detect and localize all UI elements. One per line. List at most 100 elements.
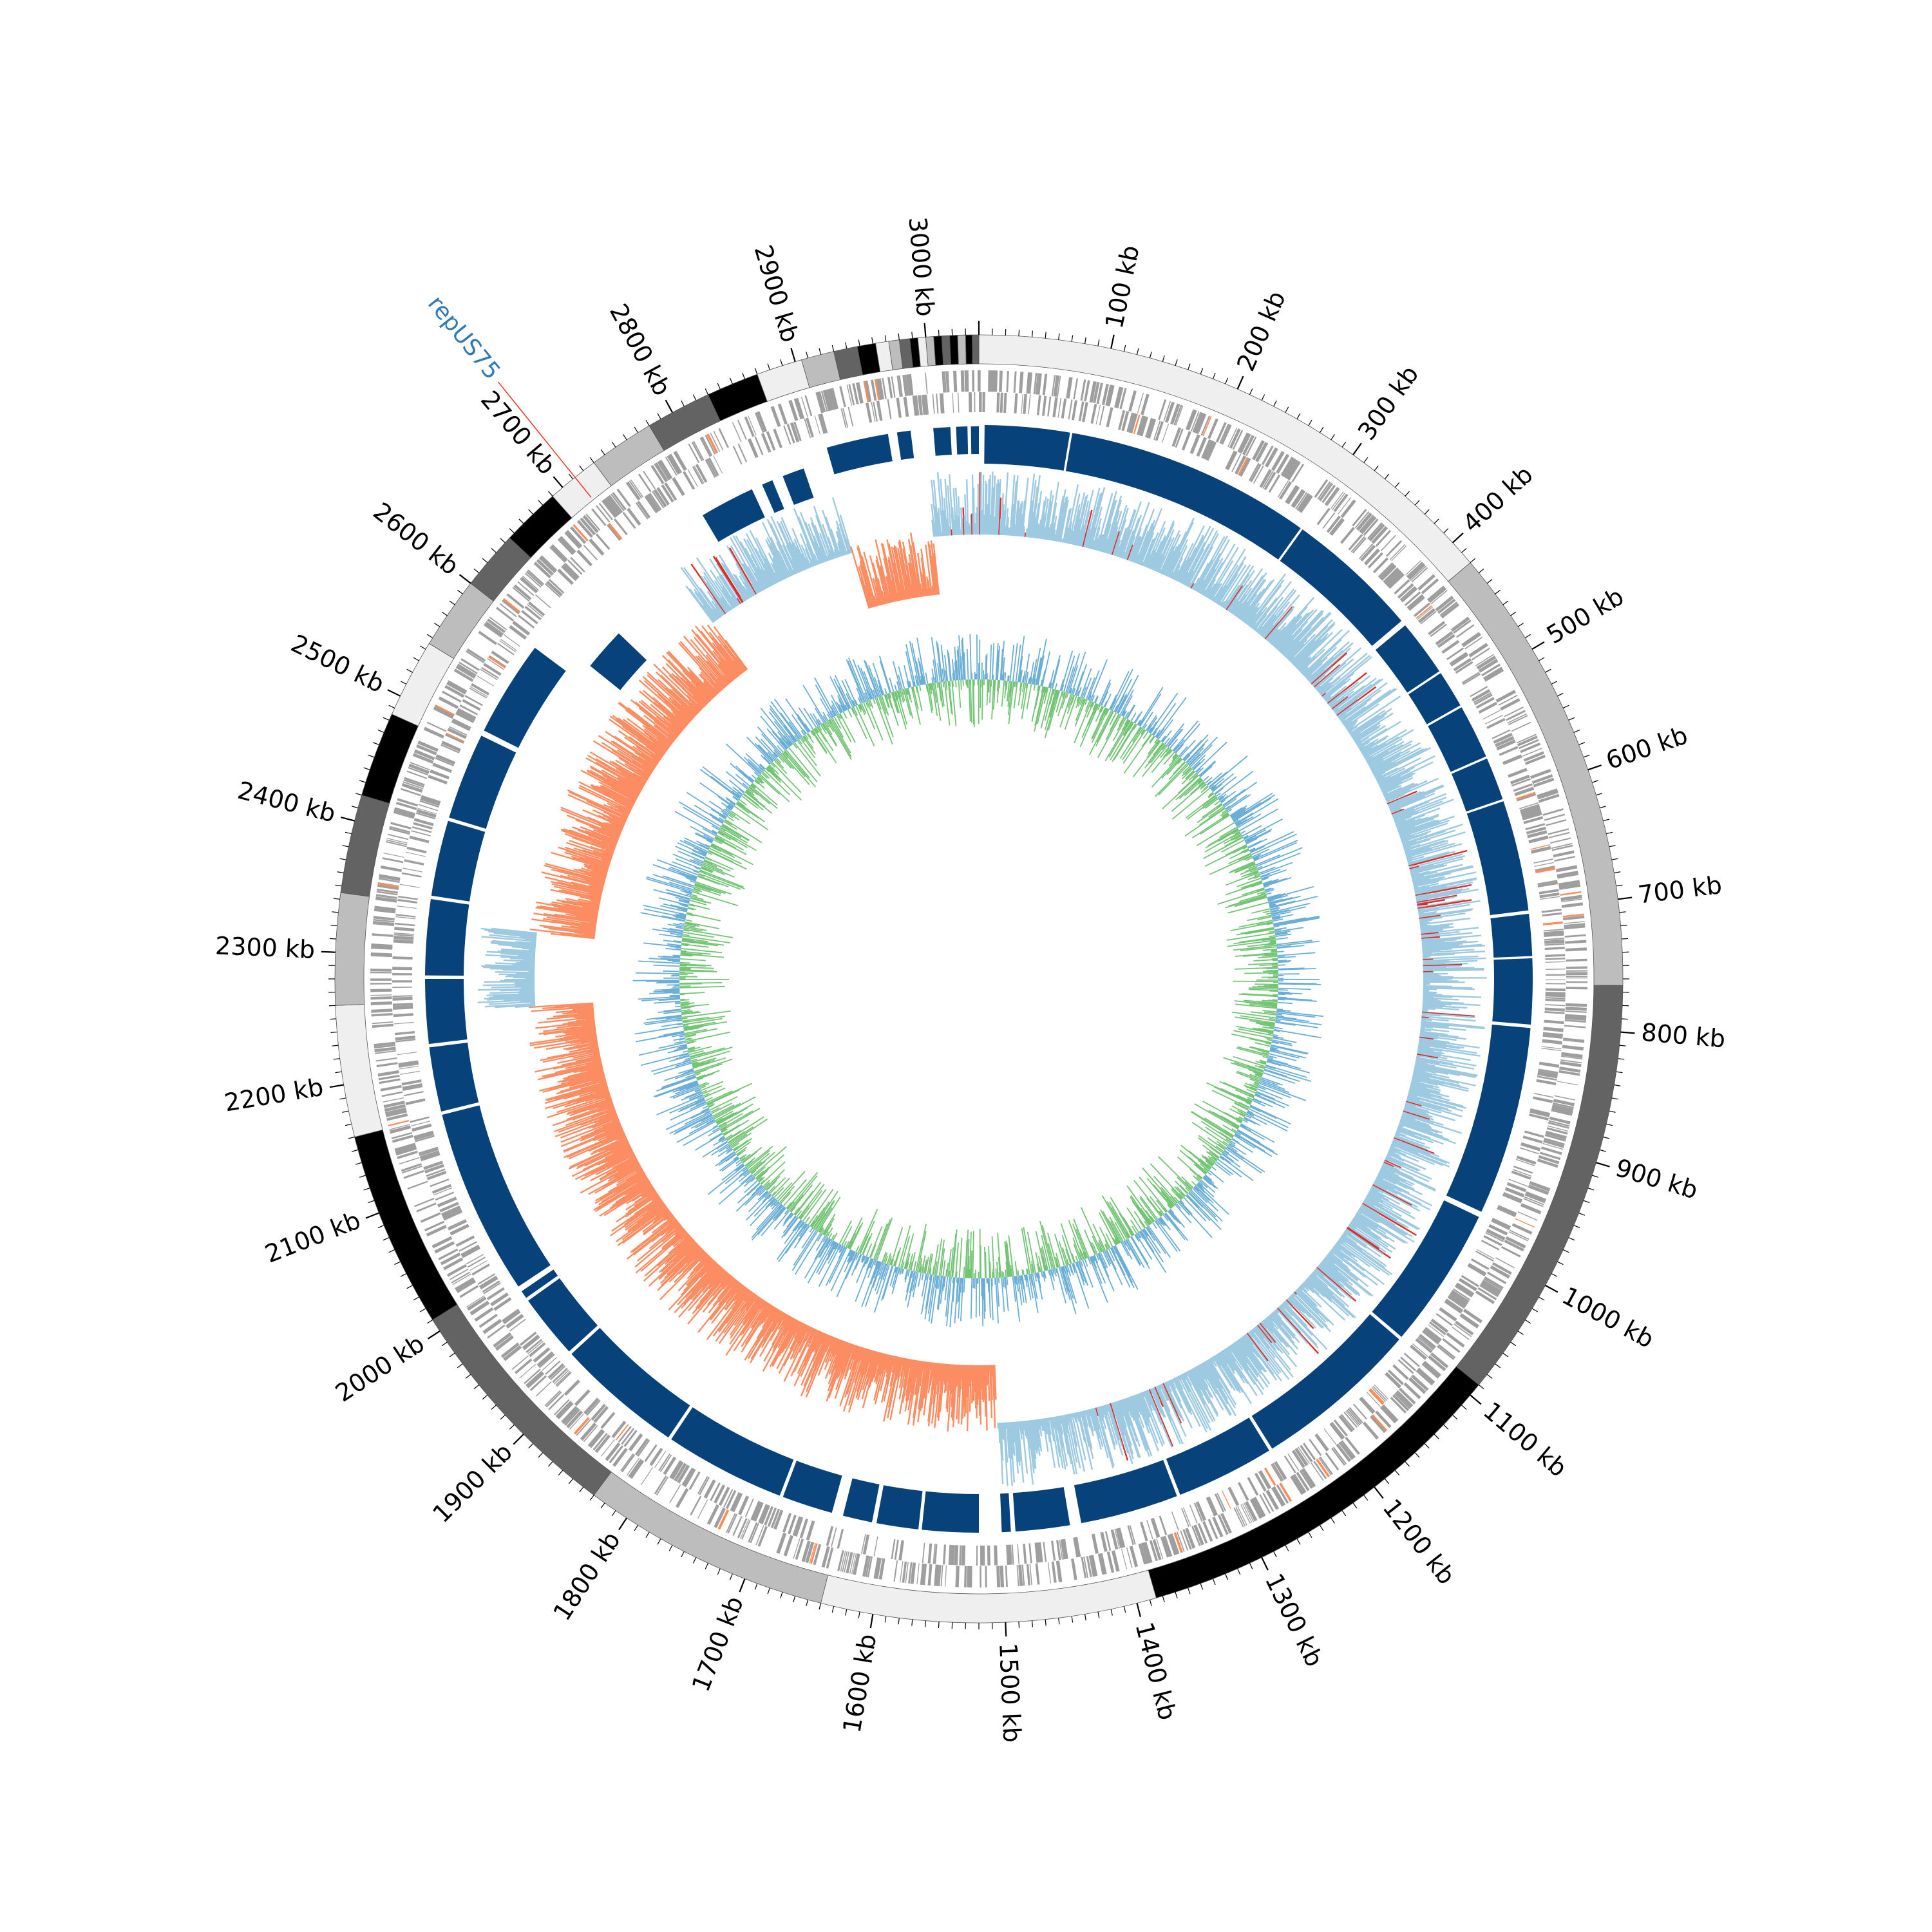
density-bar: [1420, 925, 1450, 931]
density-bar: [710, 1282, 741, 1321]
density-bar: [1071, 509, 1081, 545]
gene-feature: [450, 1224, 469, 1234]
tick-label: 700 kb: [1636, 871, 1723, 909]
density-bar: [668, 1260, 715, 1311]
gene-feature: [1272, 1463, 1284, 1481]
gene-feature: [573, 1417, 590, 1435]
minor-tick: [509, 528, 515, 534]
gene-feature: [840, 1550, 846, 1572]
gene-feature: [580, 1422, 597, 1441]
gene-feature: [643, 471, 656, 489]
gc-bar: [1147, 739, 1160, 755]
gene-feature: [656, 1477, 668, 1496]
tick-label: 600 kb: [1602, 721, 1691, 775]
density-bar: [694, 685, 711, 703]
gene-feature: [453, 668, 474, 682]
gene-feature: [671, 1461, 684, 1480]
density-bar: [1095, 493, 1113, 551]
density-bar: [1299, 1285, 1322, 1308]
gc-bar: [1002, 657, 1005, 681]
density-bar: [874, 578, 883, 605]
gene-feature: [839, 386, 846, 408]
density-bar: [931, 587, 934, 596]
gene-feature: [589, 538, 605, 556]
gene-feature: [1300, 1444, 1313, 1463]
density-bar: [730, 545, 759, 594]
density-bar: [636, 746, 660, 763]
gene-feature: [1417, 1336, 1434, 1350]
density-bar: [1263, 1320, 1283, 1343]
density-bar: [1412, 875, 1425, 880]
gene-feature: [891, 376, 896, 398]
gene-feature: [374, 909, 396, 914]
gene-feature: [958, 392, 960, 413]
gene-feature: [1538, 793, 1560, 803]
gene-feature: [1544, 947, 1565, 951]
density-bar: [604, 1139, 628, 1151]
density-bar: [582, 849, 612, 860]
minor-tick: [400, 681, 407, 685]
gc-skew-track: [632, 634, 1323, 1328]
density-bar: [848, 1348, 867, 1406]
gene-feature: [386, 838, 408, 844]
density-bar: [800, 553, 809, 569]
density-bar: [1417, 899, 1465, 909]
density-bar: [1234, 1341, 1259, 1376]
density-bar: [602, 815, 625, 826]
density-bar: [792, 1321, 801, 1336]
density-bar: [1259, 589, 1297, 636]
density-bar: [712, 650, 737, 679]
density-bar: [685, 1243, 699, 1256]
density-bar: [1352, 722, 1381, 741]
gene-feature: [496, 607, 515, 622]
density-bar: [1398, 1122, 1456, 1144]
density-bar: [760, 1300, 766, 1309]
minor-tick: [1611, 1097, 1618, 1100]
density-bar: [933, 1363, 938, 1390]
density-bar: [667, 651, 714, 700]
gene-feature: [1542, 808, 1564, 816]
density-bar: [1074, 1412, 1086, 1461]
minor-tick: [377, 1225, 384, 1229]
density-bar: [1139, 1392, 1150, 1418]
density-bar: [687, 1255, 710, 1280]
density-bar: [1012, 1421, 1016, 1443]
density-bar: [658, 679, 697, 716]
density-bar: [951, 1364, 954, 1394]
density-bar: [578, 781, 633, 809]
density-bar: [1141, 562, 1144, 566]
density-bar: [1334, 679, 1381, 714]
density-bar: [1264, 1318, 1290, 1348]
density-bar: [1378, 770, 1410, 786]
density-bar: [645, 759, 656, 768]
density-bar: [1267, 629, 1280, 643]
density-bar: [1381, 777, 1414, 793]
density-bar: [1012, 475, 1019, 536]
gene-feature: [1101, 383, 1109, 406]
density-bar: [780, 520, 804, 572]
gene-feature: [866, 402, 873, 423]
density-bar: [1334, 683, 1372, 714]
density-bar: [547, 916, 597, 925]
density-bar: [1383, 782, 1414, 798]
gene-feature: [370, 978, 392, 981]
gene-feature: [1073, 378, 1079, 400]
minor-tick: [413, 657, 419, 661]
density-bar: [1253, 1327, 1270, 1349]
density-bar: [605, 1097, 612, 1101]
density-bar: [587, 754, 644, 788]
density-bar: [1336, 686, 1377, 717]
density-bar: [1419, 1031, 1459, 1038]
gene-feature: [1329, 1423, 1344, 1440]
density-bar: [619, 701, 674, 744]
gene-feature: [459, 1241, 477, 1252]
density-bar: [690, 680, 712, 702]
density-bar: [1072, 1413, 1075, 1418]
gene-feature: [826, 1547, 834, 1569]
minor-tick: [538, 500, 544, 506]
gene-feature: [1078, 401, 1084, 422]
gc-bar: [1031, 659, 1037, 685]
minor-tick: [400, 1273, 407, 1277]
gene-feature: [1059, 1539, 1063, 1560]
gene-feature: [1245, 437, 1257, 457]
